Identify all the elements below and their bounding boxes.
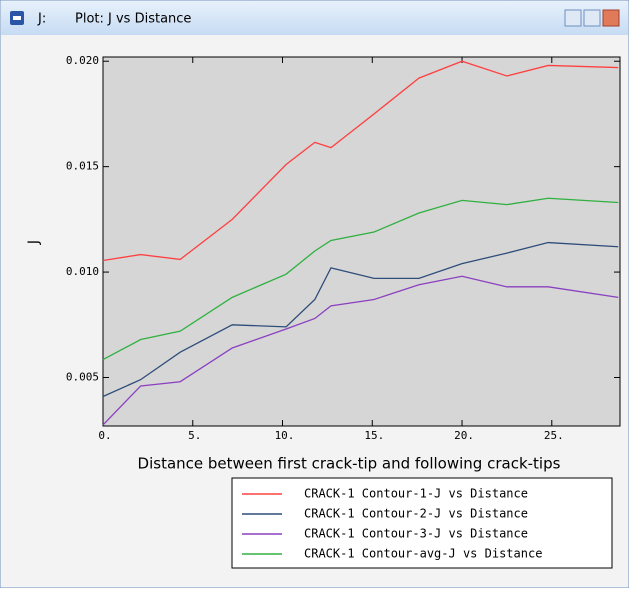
- viewport-label: J:: [37, 12, 46, 27]
- y-tick-label: 0.015: [66, 160, 99, 173]
- series-line: [102, 60, 619, 262]
- x-tick-label: 0.: [98, 429, 111, 442]
- x-tick-label: 25.: [544, 429, 564, 442]
- y-tick-label: 0.010: [66, 265, 99, 278]
- plot-area: [102, 56, 621, 427]
- y-tick-label: 0.020: [66, 54, 99, 67]
- x-tick-label: 15.: [364, 429, 384, 442]
- x-tick-label: 20.: [454, 429, 474, 442]
- series-line: [102, 241, 619, 398]
- legend-label: CRACK-1 Contour-1-J vs Distance: [304, 487, 528, 501]
- window-title: Plot: J vs Distance: [75, 12, 191, 27]
- legend-label: CRACK-1 Contour-avg-J vs Distance: [304, 547, 542, 561]
- title-bar: [1, 1, 628, 35]
- y-tick-label: 0.005: [66, 371, 99, 384]
- series-line: [102, 197, 619, 361]
- y-axis-label: J: [26, 240, 42, 245]
- x-axis-label: Distance between first crack-tip and fol…: [138, 455, 561, 473]
- series-line: [102, 275, 619, 426]
- maximize-button[interactable]: [583, 9, 601, 27]
- x-tick-label: 10.: [275, 429, 295, 442]
- legend-label: CRACK-1 Contour-3-J vs Distance: [304, 527, 528, 541]
- close-button[interactable]: [602, 9, 620, 27]
- x-tick-label: 5.: [188, 429, 201, 442]
- legend-label: CRACK-1 Contour-2-J vs Distance: [304, 507, 528, 521]
- minimize-button[interactable]: [564, 9, 582, 27]
- legend: [231, 477, 613, 569]
- window-icon-glyph: [13, 16, 21, 20]
